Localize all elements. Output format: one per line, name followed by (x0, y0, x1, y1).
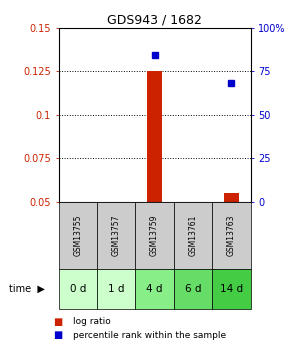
Text: 6 d: 6 d (185, 284, 201, 294)
Text: ■: ■ (53, 331, 62, 340)
Text: GSM13757: GSM13757 (112, 215, 121, 256)
Text: GSM13761: GSM13761 (188, 215, 197, 256)
Text: percentile rank within the sample: percentile rank within the sample (73, 331, 226, 340)
Text: GSM13763: GSM13763 (227, 215, 236, 256)
Text: GSM13755: GSM13755 (73, 215, 82, 256)
Text: 4 d: 4 d (146, 284, 163, 294)
Text: log ratio: log ratio (73, 317, 111, 326)
Text: 1 d: 1 d (108, 284, 125, 294)
Text: 0 d: 0 d (70, 284, 86, 294)
Text: ■: ■ (53, 317, 62, 326)
Bar (224, 193, 239, 202)
Text: 14 d: 14 d (220, 284, 243, 294)
Text: GSM13759: GSM13759 (150, 215, 159, 256)
Bar (147, 71, 162, 202)
Text: time  ▶: time ▶ (9, 284, 45, 294)
Title: GDS943 / 1682: GDS943 / 1682 (107, 13, 202, 27)
